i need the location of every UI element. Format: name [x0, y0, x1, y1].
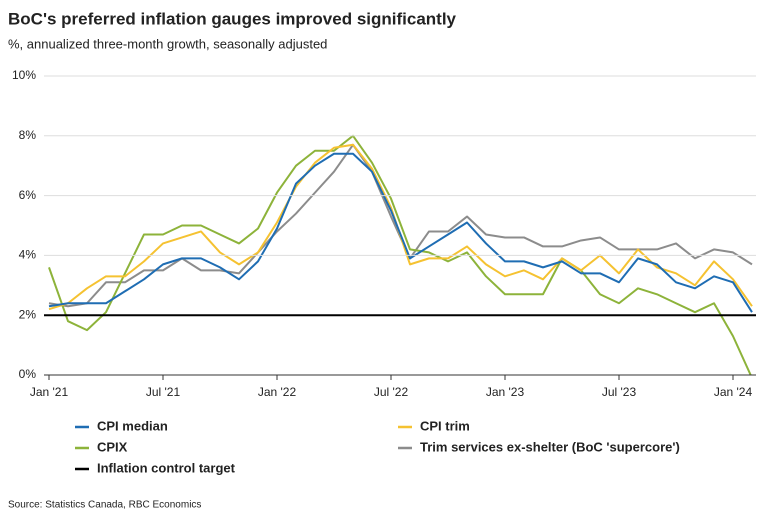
x-tick-label: Jan '21 [30, 385, 69, 399]
plot-area [48, 134, 753, 375]
x-tick-label: Jan '23 [486, 385, 525, 399]
x-tick-label: Jan '24 [714, 385, 753, 399]
legend-label: Inflation control target [97, 460, 236, 475]
series-line [48, 152, 753, 313]
source: Source: Statistics Canada, RBC Economics [8, 500, 201, 511]
chart-title: BoC's preferred inflation gauges improve… [8, 9, 457, 28]
chart-subtitle: %, annualized three-month growth, season… [8, 36, 327, 51]
y-tick-label: 10% [12, 68, 36, 82]
legend-label: Trim services ex-shelter (BoC 'supercore… [420, 439, 680, 454]
x-tick-label: Jul '21 [146, 385, 181, 399]
series-line [48, 143, 753, 311]
legend-label: CPI median [97, 418, 168, 433]
y-tick-label: 0% [19, 367, 37, 381]
x-tick-label: Jan '22 [258, 385, 297, 399]
y-tick-label: 8% [19, 128, 37, 142]
legend-label: CPI trim [420, 418, 470, 433]
x-tick-label: Jul '23 [602, 385, 637, 399]
x-tick-label: Jul '22 [374, 385, 409, 399]
series-line [48, 134, 752, 375]
y-tick-label: 6% [19, 188, 37, 202]
y-tick-label: 2% [19, 307, 37, 321]
y-tick-label: 4% [19, 248, 37, 262]
legend-label: CPIX [97, 439, 128, 454]
